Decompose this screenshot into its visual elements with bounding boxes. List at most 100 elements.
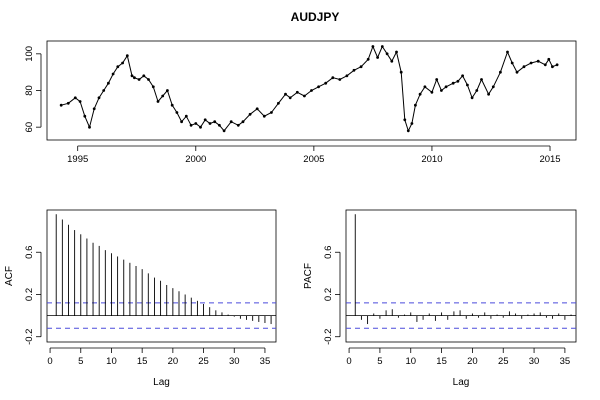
series-point <box>475 89 479 92</box>
y-tick-label: 80 <box>24 85 35 96</box>
series-point <box>303 94 306 98</box>
series-point <box>506 50 509 54</box>
series-point <box>410 122 414 125</box>
timeseries-series <box>59 45 559 133</box>
series-point <box>338 78 342 81</box>
series-point <box>295 90 299 94</box>
series-point <box>487 92 490 96</box>
series-point <box>376 56 379 59</box>
series-point <box>166 89 169 92</box>
x-tick-label: 1995 <box>67 154 88 165</box>
series-point <box>88 125 91 129</box>
series-point <box>218 123 221 127</box>
series-point <box>236 123 240 127</box>
y-tick-label: 0.2 <box>323 288 334 301</box>
series-point <box>451 81 455 85</box>
series-point <box>529 61 533 65</box>
x-tick-label: 15 <box>436 356 447 367</box>
series-point <box>73 96 77 100</box>
series-point <box>151 85 155 89</box>
x-tick-label: 20 <box>168 356 179 367</box>
series-point <box>380 45 384 48</box>
series-point <box>248 112 252 116</box>
series-point <box>170 103 174 107</box>
series-point <box>547 57 551 61</box>
series-point <box>435 78 439 81</box>
x-tick-label: 20 <box>467 356 478 367</box>
series-point <box>543 63 547 67</box>
acf-bars <box>47 214 276 329</box>
series-point <box>456 79 460 83</box>
series-point <box>97 96 101 100</box>
series-point <box>194 122 198 125</box>
series-point <box>390 59 394 63</box>
series-point <box>78 100 82 103</box>
series-point <box>510 61 514 65</box>
timeseries-frame <box>46 40 577 141</box>
acf-y-label: ACF <box>4 266 15 286</box>
x-tick-label: 30 <box>229 356 240 367</box>
series-point <box>444 85 448 89</box>
x-tick-label: 5 <box>78 356 83 367</box>
x-tick-label: 2000 <box>185 154 206 165</box>
series-point <box>331 76 335 80</box>
timeseries-x-axis: 1995 2000 2005 2010 2015 <box>67 145 561 165</box>
series-point <box>352 68 356 72</box>
series-point <box>121 61 124 65</box>
series-point <box>222 129 226 133</box>
series-point <box>111 72 115 76</box>
series-point <box>262 114 266 118</box>
series-point <box>515 70 519 74</box>
series-point <box>184 114 188 118</box>
series-line <box>61 45 558 133</box>
x-tick-label: 25 <box>198 356 209 367</box>
pacf-y-label: PACF <box>303 263 314 289</box>
series-point <box>466 83 469 87</box>
x-tick-label: 0 <box>47 356 52 367</box>
series-point <box>130 74 134 78</box>
series-point <box>277 101 280 105</box>
x-tick-label: 2015 <box>539 154 560 165</box>
series-point <box>116 65 120 69</box>
series-point <box>440 89 443 92</box>
acf-frame <box>46 209 277 343</box>
series-point <box>175 111 179 114</box>
series-point <box>491 85 495 89</box>
y-tick-label: 0.6 <box>323 246 334 259</box>
series-point <box>522 65 526 69</box>
series-point <box>156 100 160 103</box>
series-point <box>229 120 233 124</box>
series-point <box>199 125 202 129</box>
x-tick-label: 2005 <box>303 154 324 165</box>
series-point <box>208 122 212 125</box>
x-tick-label: 15 <box>137 356 148 367</box>
y-tick-label: 60 <box>24 122 35 133</box>
series-point <box>414 103 417 107</box>
acf-x-axis: 0 5 10 15 20 25 30 35 <box>47 347 270 367</box>
pacf-frame <box>345 209 577 343</box>
series-point <box>418 92 422 96</box>
series-point <box>66 101 70 105</box>
series-point <box>180 120 184 124</box>
series-point <box>423 85 427 89</box>
pacf-bars <box>346 214 576 329</box>
series-point <box>125 54 129 58</box>
series-point <box>161 94 165 98</box>
x-tick-label: 10 <box>106 356 117 367</box>
pacf-x-axis: 0 5 10 15 20 25 30 35 <box>346 347 570 367</box>
x-tick-label: 25 <box>498 356 509 367</box>
series-point <box>345 74 349 78</box>
series-point <box>92 107 96 111</box>
series-point <box>555 63 559 67</box>
series-point <box>385 52 389 56</box>
x-tick-label: 5 <box>377 356 382 367</box>
series-point <box>270 111 273 114</box>
series-point <box>399 70 403 74</box>
series-point <box>499 70 502 74</box>
series-point <box>102 89 106 92</box>
series-point <box>324 81 328 85</box>
series-point <box>147 78 150 81</box>
acf-panel: 0 5 10 15 20 25 30 35 -0.2 0.2 0.6 Lag ACF <box>4 209 277 388</box>
pacf-y-axis: -0.2 0.2 0.6 <box>323 246 341 345</box>
